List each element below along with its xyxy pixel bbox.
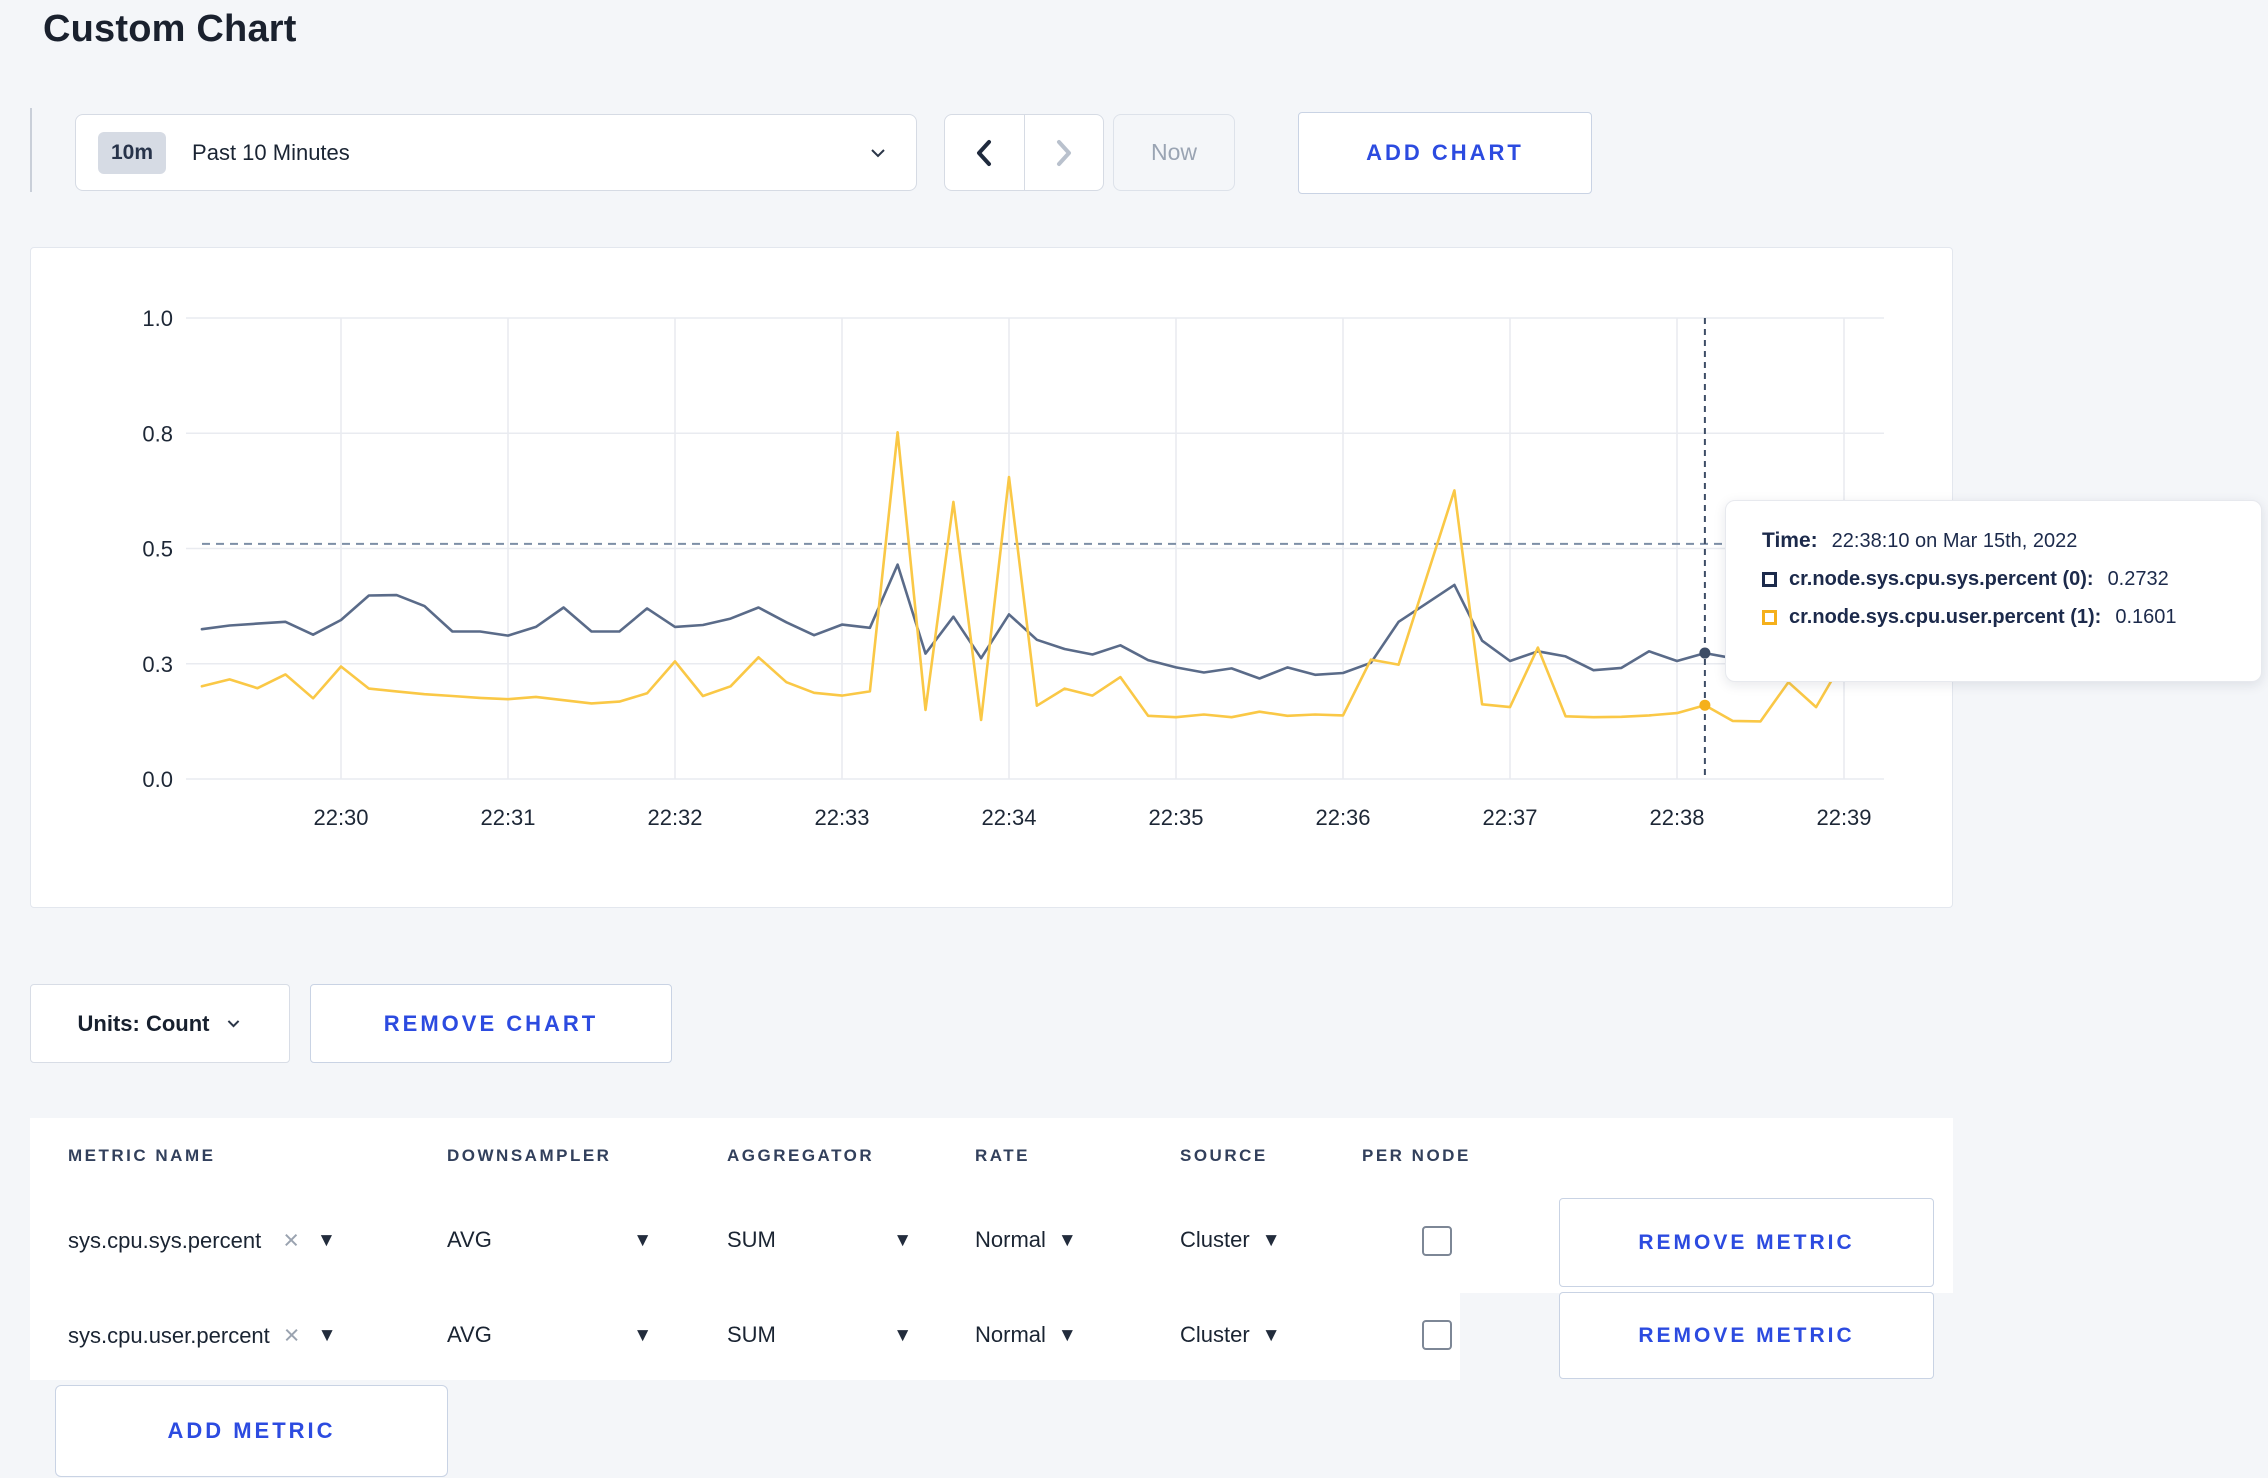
tooltip-time-label: Time: xyxy=(1762,529,1818,552)
col-header-rate: RATE xyxy=(975,1146,1031,1165)
timeseries-chart[interactable]: 0.0 0.3 0.5 0.8 1.0 22:30 22:31 22:32 22:33 22:34… xyxy=(31,248,1954,909)
dropdown-caret-icon: ▼ xyxy=(1057,1324,1077,1346)
remove-metric-button[interactable]: REMOVE METRIC xyxy=(1559,1292,1934,1379)
dropdown-caret-icon: ▼ xyxy=(633,1229,652,1251)
col-header-downsampler: DOWNSAMPLER xyxy=(447,1146,612,1165)
col-header-source: SOURCE xyxy=(1180,1146,1268,1165)
units-select[interactable]: Units: Count xyxy=(30,984,290,1063)
per-node-checkbox[interactable] xyxy=(1422,1226,1452,1256)
add-chart-button[interactable]: ADD CHART xyxy=(1298,112,1592,194)
col-header-per-node: PER NODE xyxy=(1362,1146,1471,1165)
aggregator-select[interactable]: SUM ▼ xyxy=(727,1227,912,1253)
remove-chart-button[interactable]: REMOVE CHART xyxy=(310,984,672,1063)
x-tick-label: 22:36 xyxy=(1315,805,1370,830)
units-label: Units: Count xyxy=(77,1010,210,1036)
dropdown-caret-icon: ▼ xyxy=(893,1324,912,1346)
rate-select[interactable]: Normal ▼ xyxy=(975,1227,1077,1253)
tooltip-series-value: 0.1601 xyxy=(2115,606,2177,628)
downsampler-select[interactable]: AVG ▼ xyxy=(447,1322,652,1348)
dropdown-caret-icon: ▼ xyxy=(1261,1324,1281,1346)
chevron-down-icon xyxy=(871,148,885,157)
series-line-sys xyxy=(200,563,1874,680)
clear-metric-icon[interactable]: × xyxy=(283,1225,299,1255)
chevron-left-icon xyxy=(977,139,992,166)
col-header-aggregator: AGGREGATOR xyxy=(727,1146,875,1165)
remove-metric-button[interactable]: REMOVE METRIC xyxy=(1559,1198,1934,1287)
metric-name-value: sys.cpu.sys.percent xyxy=(68,1227,262,1253)
page-title: Custom Chart xyxy=(43,8,297,50)
chevron-right-icon xyxy=(1056,139,1071,166)
series-sys-swatch-icon xyxy=(1762,572,1777,587)
series-line-user xyxy=(200,431,1874,723)
aggregator-select[interactable]: SUM ▼ xyxy=(727,1322,912,1348)
series-user-swatch-icon xyxy=(1762,610,1777,625)
x-tick-label: 22:39 xyxy=(1816,805,1871,830)
x-tick-label: 22:34 xyxy=(981,805,1036,830)
now-button[interactable]: Now xyxy=(1113,114,1235,191)
dropdown-caret-icon: ▼ xyxy=(1057,1229,1077,1251)
y-tick-label: 0.5 xyxy=(142,537,173,562)
x-tick-label: 22:37 xyxy=(1482,805,1537,830)
downsampler-value: AVG xyxy=(447,1322,492,1347)
time-pager xyxy=(944,114,1104,191)
clear-metric-icon[interactable]: × xyxy=(283,1320,300,1350)
aggregator-value: SUM xyxy=(727,1322,776,1347)
dropdown-caret-icon: ▼ xyxy=(1261,1229,1281,1251)
metric-name-value: sys.cpu.user.percent xyxy=(68,1322,270,1348)
y-tick-label: 0.8 xyxy=(142,421,173,446)
col-header-metric-name: METRIC NAME xyxy=(68,1146,216,1165)
toolbar-divider xyxy=(30,108,32,192)
y-tick-label: 0.3 xyxy=(142,652,173,677)
rate-select[interactable]: Normal ▼ xyxy=(975,1322,1077,1348)
metrics-table-row2-bg xyxy=(30,1293,1460,1380)
x-tick-label: 22:33 xyxy=(814,805,869,830)
y-tick-label: 1.0 xyxy=(142,306,173,331)
chart-card: 0.0 0.3 0.5 0.8 1.0 22:30 22:31 22:32 22:33 22:34… xyxy=(30,247,1953,908)
downsampler-select[interactable]: AVG ▼ xyxy=(447,1227,652,1253)
prev-range-button[interactable] xyxy=(945,115,1025,190)
aggregator-value: SUM xyxy=(727,1227,776,1252)
tooltip-time-value: 22:38:10 on Mar 15th, 2022 xyxy=(1831,529,2078,552)
rate-value: Normal xyxy=(975,1227,1046,1252)
chart-tooltip: Time: 22:38:10 on Mar 15th, 2022 cr.node… xyxy=(1725,500,2262,682)
tooltip-series-value: 0.2732 xyxy=(2107,568,2169,590)
per-node-checkbox[interactable] xyxy=(1422,1320,1452,1350)
downsampler-value: AVG xyxy=(447,1227,492,1252)
time-range-select[interactable]: 10m Past 10 Minutes xyxy=(75,114,917,191)
time-range-label: Past 10 Minutes xyxy=(192,139,350,165)
tooltip-series-name: cr.node.sys.cpu.user.percent (1): xyxy=(1789,606,2102,628)
source-select[interactable]: Cluster ▼ xyxy=(1180,1322,1281,1348)
dropdown-caret-icon: ▼ xyxy=(316,1230,336,1251)
chevron-down-icon xyxy=(228,1020,240,1028)
tooltip-series-name: cr.node.sys.cpu.sys.percent (0): xyxy=(1789,568,2094,590)
x-tick-label: 22:31 xyxy=(480,805,535,830)
metric-name-select[interactable]: sys.cpu.user.percent × ▼ xyxy=(68,1322,336,1349)
source-value: Cluster xyxy=(1180,1227,1250,1252)
source-value: Cluster xyxy=(1180,1322,1250,1347)
source-select[interactable]: Cluster ▼ xyxy=(1180,1227,1281,1253)
x-tick-label: 22:38 xyxy=(1649,805,1704,830)
dropdown-caret-icon: ▼ xyxy=(893,1229,912,1251)
dropdown-caret-icon: ▼ xyxy=(317,1325,337,1346)
add-metric-button[interactable]: ADD METRIC xyxy=(55,1385,448,1477)
x-tick-label: 22:32 xyxy=(647,805,702,830)
hover-point xyxy=(1699,699,1711,711)
time-range-badge: 10m xyxy=(98,131,167,174)
x-tick-label: 22:30 xyxy=(313,805,368,830)
dropdown-caret-icon: ▼ xyxy=(633,1324,652,1346)
rate-value: Normal xyxy=(975,1322,1046,1347)
next-range-button[interactable] xyxy=(1025,115,1104,190)
metric-name-select[interactable]: sys.cpu.sys.percent × ▼ xyxy=(68,1227,336,1254)
x-tick-label: 22:35 xyxy=(1148,805,1203,830)
y-tick-label: 0.0 xyxy=(142,767,173,792)
hover-point xyxy=(1699,647,1711,659)
